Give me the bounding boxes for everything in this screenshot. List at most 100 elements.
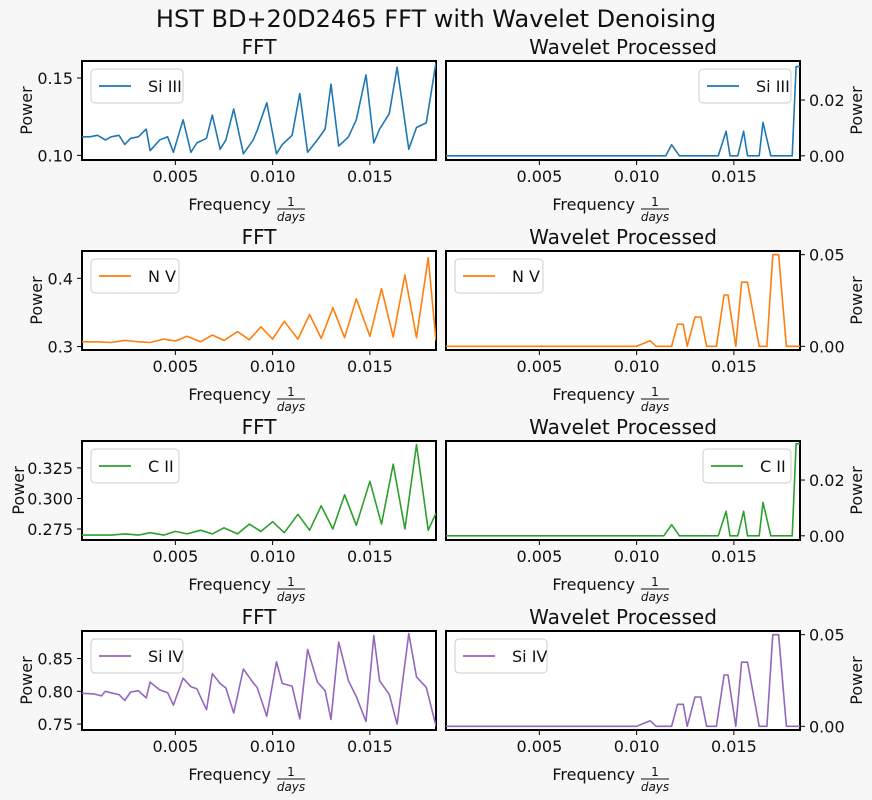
legend-box (90, 448, 180, 484)
x-axis-label-denominator: days (277, 210, 305, 224)
x-tick-label: 0.010 (614, 737, 660, 756)
x-axis-label-denominator: days (641, 590, 669, 604)
x-axis-label-denominator: days (641, 400, 669, 414)
x-tick-label: 0.015 (711, 547, 757, 566)
legend: N V (454, 258, 544, 294)
x-tick-label: 0.005 (152, 167, 198, 186)
legend-label: Si III (756, 77, 790, 96)
series-line (82, 62, 436, 155)
x-axis-label-text: Frequency (188, 385, 271, 404)
x-axis-label-numerator: 1 (287, 575, 295, 589)
subplot-title: Wavelet Processed (529, 605, 717, 629)
x-tick-label: 0.015 (711, 357, 757, 376)
y-tick-label: 0.02 (809, 471, 845, 490)
legend: C II (702, 448, 792, 484)
legend-box (454, 638, 548, 674)
x-axis-label-denominator: days (277, 590, 305, 604)
y-tick-label: 0.02 (809, 91, 845, 110)
legend-label: Si IV (512, 647, 547, 666)
x-axis-label-denominator: days (277, 780, 305, 794)
subplot-2: Wavelet Processed 0.005 0.010 0.015 0.00 0.02… (445, 35, 866, 224)
y-tick-label: 0.00 (809, 717, 845, 736)
y-axis-label: Power (847, 656, 866, 705)
y-axis-label: Power (847, 466, 866, 515)
x-axis-label-text: Frequency (552, 765, 635, 784)
legend-box (698, 68, 792, 104)
x-axis-label-text: Frequency (188, 195, 271, 214)
x-tick-label: 0.010 (614, 547, 660, 566)
y-tick-label: 0.05 (809, 246, 845, 265)
subplot-title: FFT (242, 35, 278, 59)
figure-title: HST BD+20D2465 FFT with Wavelet Denoisin… (156, 5, 716, 33)
y-axis-label: Power (847, 276, 866, 325)
x-tick-label: 0.010 (250, 357, 296, 376)
x-tick-label: 0.015 (711, 737, 757, 756)
x-tick-label: 0.010 (250, 167, 296, 186)
y-axis-label: Power (17, 86, 36, 135)
legend-label: N V (148, 267, 176, 286)
x-tick-label: 0.005 (516, 547, 562, 566)
y-tick-label: 0.15 (37, 69, 73, 88)
x-axis-label-numerator: 1 (651, 385, 659, 399)
y-tick-label: 0.325 (27, 459, 73, 478)
x-tick-label: 0.015 (347, 357, 393, 376)
legend-box (90, 638, 184, 674)
legend: N V (90, 258, 180, 294)
legend: Si III (90, 68, 184, 104)
series-line (82, 443, 436, 536)
y-tick-label: 0.275 (27, 520, 73, 539)
x-axis-label-numerator: 1 (651, 765, 659, 779)
series-line (446, 65, 800, 157)
subplot-4: Wavelet Processed 0.005 0.010 0.015 0.00 0.05… (445, 225, 866, 414)
series-line (82, 256, 436, 344)
y-tick-label: 0.10 (37, 146, 73, 165)
x-axis-label-denominator: days (641, 210, 669, 224)
x-tick-label: 0.015 (347, 547, 393, 566)
subplot-title: FFT (242, 415, 278, 439)
x-tick-label: 0.010 (250, 547, 296, 566)
y-tick-label: 0.80 (37, 682, 73, 701)
x-tick-label: 0.005 (152, 357, 198, 376)
x-axis-label-text: Frequency (188, 575, 271, 594)
x-tick-label: 0.005 (516, 737, 562, 756)
legend-label: N V (512, 267, 540, 286)
x-tick-label: 0.015 (347, 167, 393, 186)
x-tick-label: 0.005 (516, 357, 562, 376)
legend-box (90, 68, 184, 104)
legend: Si III (698, 68, 792, 104)
legend: Si IV (90, 638, 184, 674)
x-tick-label: 0.015 (711, 167, 757, 186)
x-tick-label: 0.015 (347, 737, 393, 756)
y-axis-label: Power (847, 86, 866, 135)
x-axis-label-text: Frequency (552, 575, 635, 594)
subplot-title: FFT (242, 225, 278, 249)
y-tick-label: 0.00 (809, 527, 845, 546)
y-axis-label: Power (27, 276, 46, 325)
y-tick-label: 0.85 (37, 650, 73, 669)
legend: C II (90, 448, 180, 484)
subplot-6: Wavelet Processed 0.005 0.010 0.015 0.00 0.02… (445, 415, 866, 604)
legend-label: Si III (148, 77, 182, 96)
series-line (446, 442, 800, 537)
y-tick-label: 0.3 (48, 338, 73, 357)
x-axis-label-denominator: days (641, 780, 669, 794)
x-axis-label-numerator: 1 (287, 765, 295, 779)
subplot-title: FFT (242, 605, 278, 629)
x-tick-label: 0.010 (614, 167, 660, 186)
x-tick-label: 0.005 (152, 547, 198, 566)
series-line (82, 632, 436, 727)
x-axis-label-denominator: days (277, 400, 305, 414)
legend-label: Si IV (148, 647, 183, 666)
x-axis-label-numerator: 1 (651, 195, 659, 209)
